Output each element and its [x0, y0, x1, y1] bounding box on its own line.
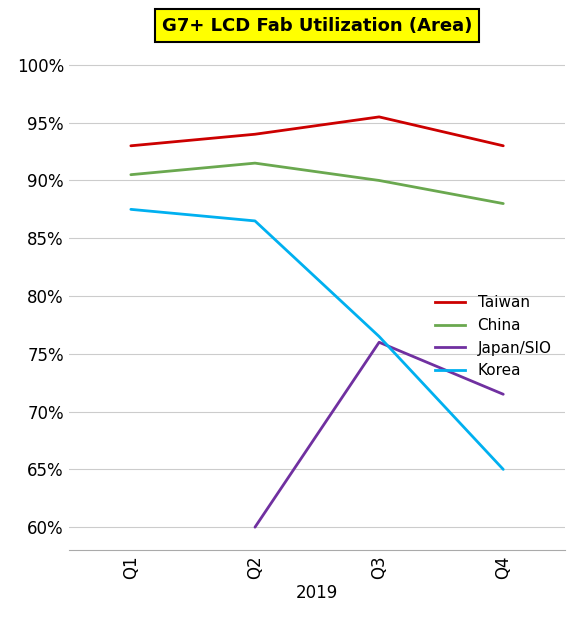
Legend: Taiwan, China, Japan/SIO, Korea: Taiwan, China, Japan/SIO, Korea — [429, 289, 558, 384]
X-axis label: 2019: 2019 — [296, 584, 338, 602]
Title: G7+ LCD Fab Utilization (Area): G7+ LCD Fab Utilization (Area) — [162, 17, 472, 35]
